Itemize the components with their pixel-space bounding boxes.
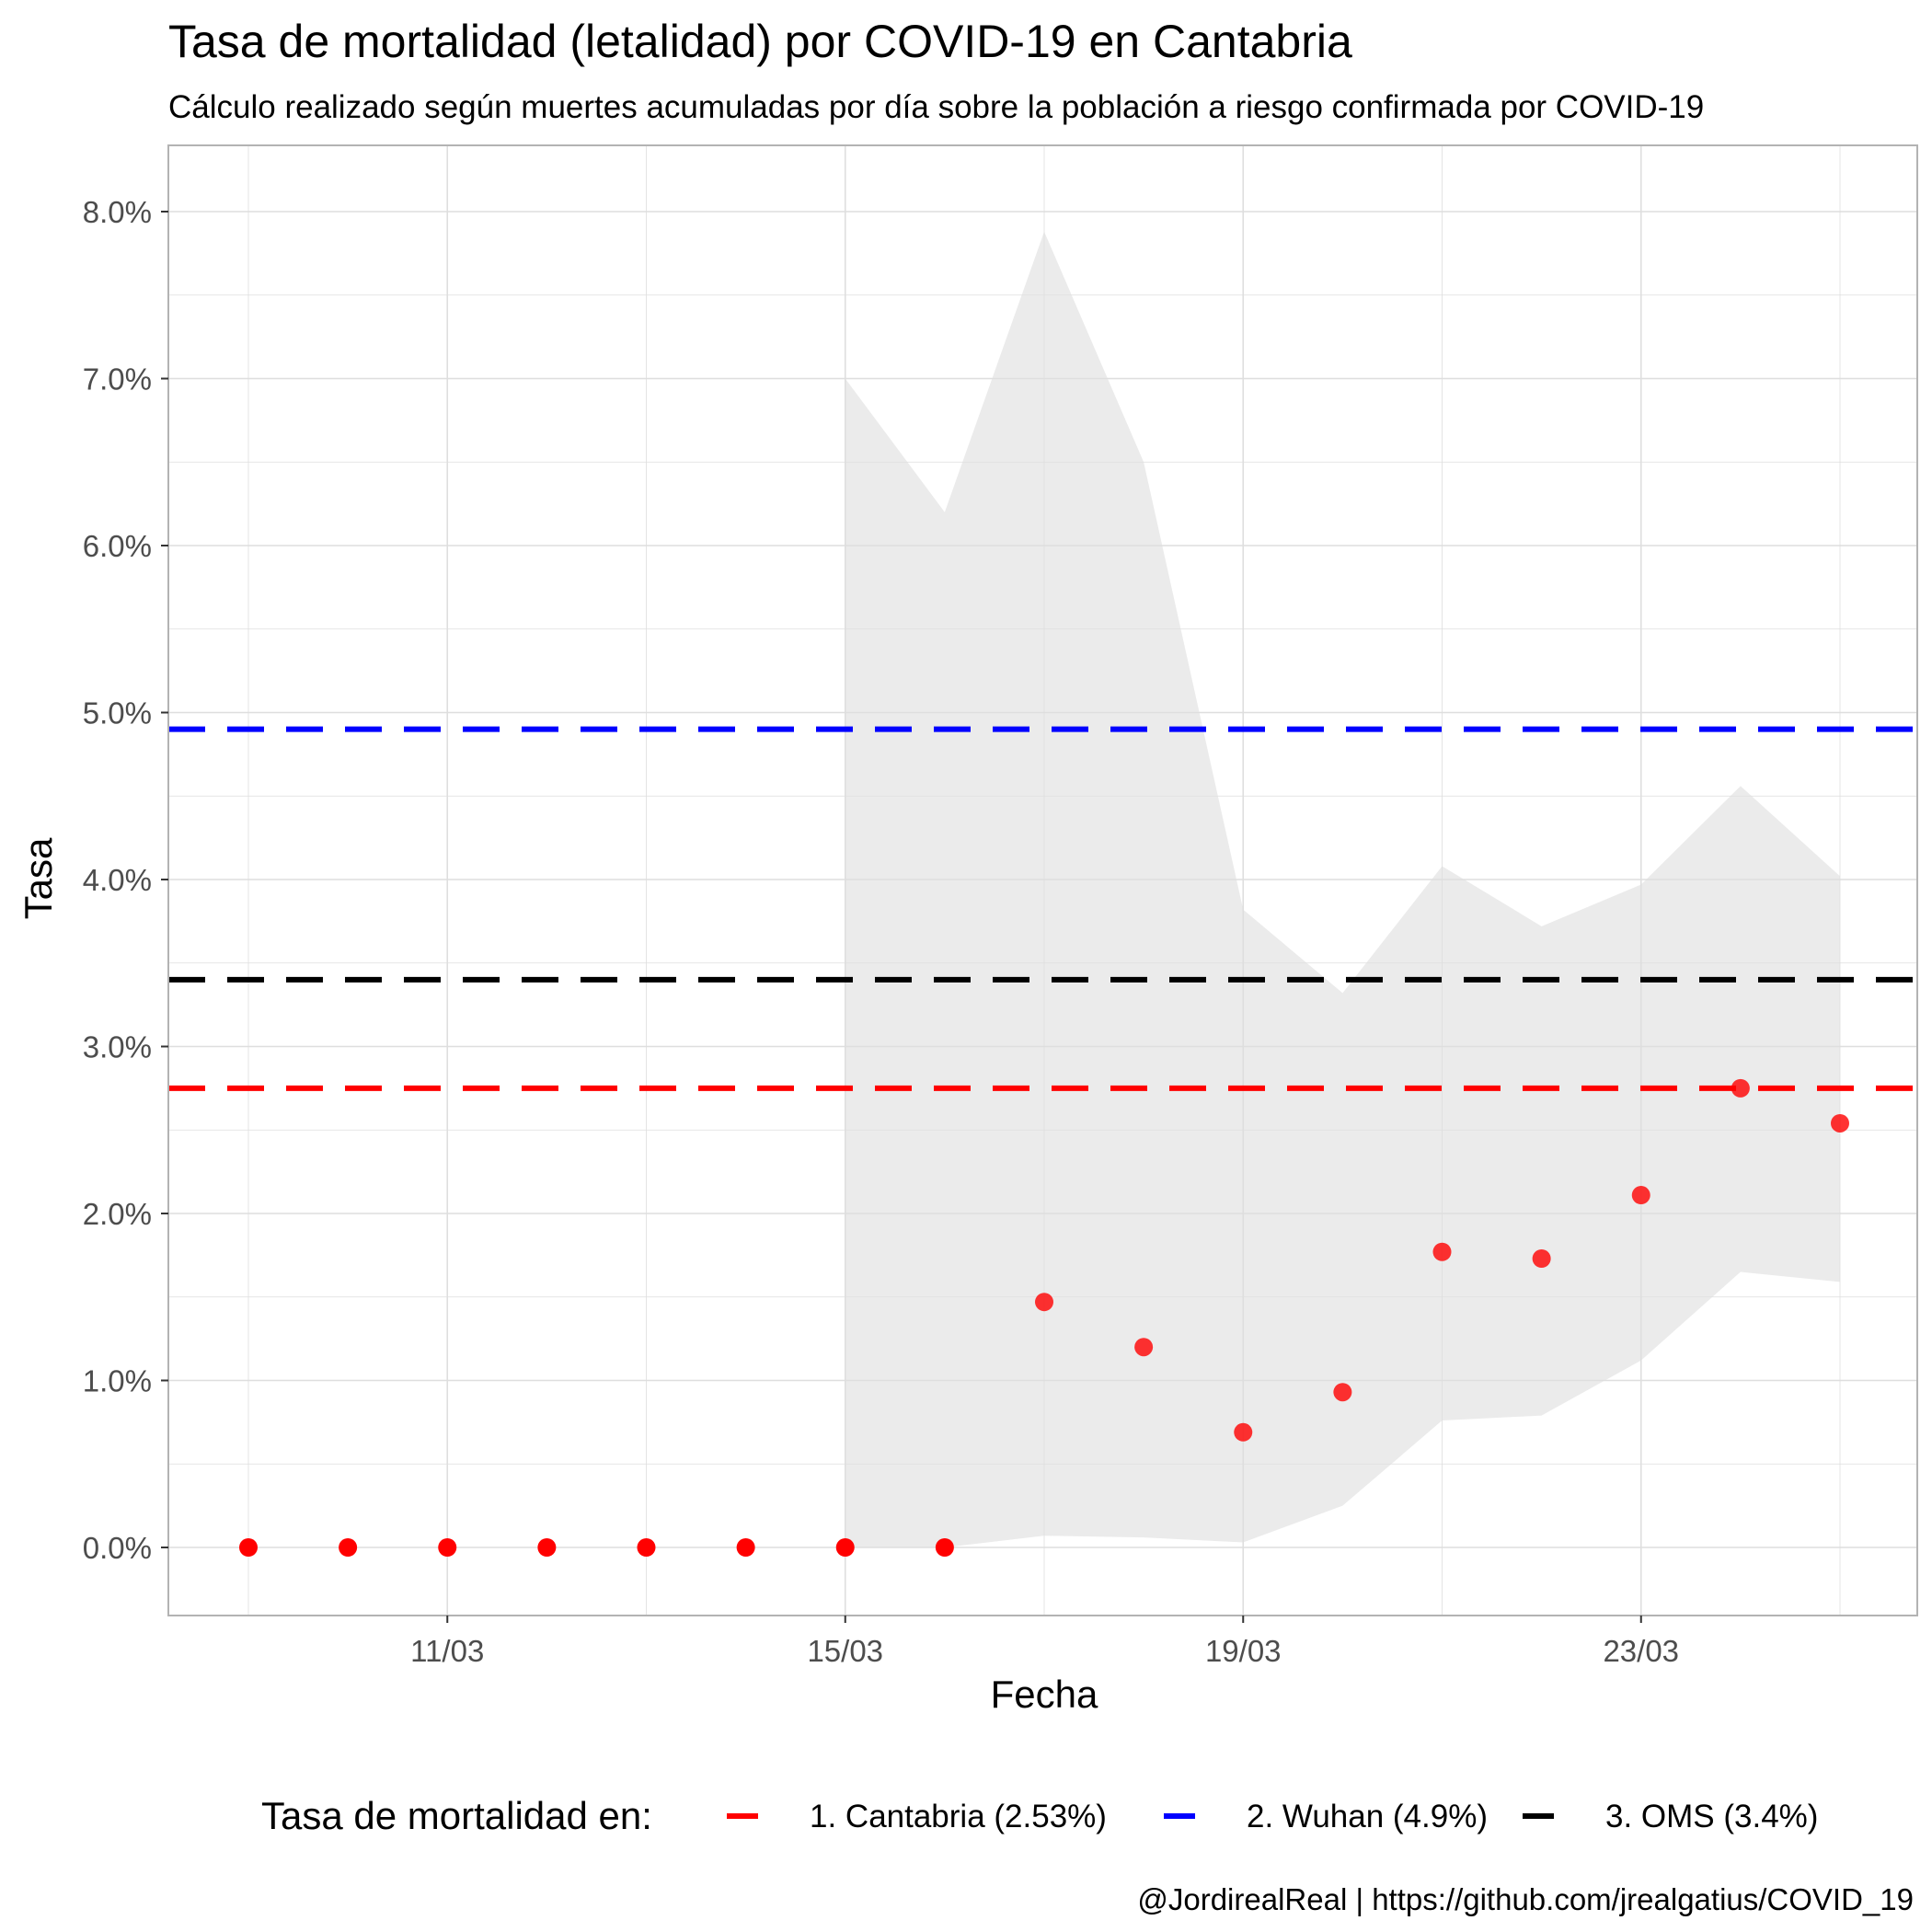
legend: Tasa de mortalidad en: 1. Cantabria (2.5… [261, 1794, 1818, 1837]
x-axis-title: Fecha [991, 1673, 1098, 1716]
x-tick-label: 15/03 [807, 1634, 883, 1668]
data-point [1532, 1249, 1551, 1269]
data-point [1333, 1383, 1352, 1402]
y-axis-title: Tasa [17, 837, 60, 919]
data-point [438, 1538, 457, 1557]
y-tick-label: 8.0% [83, 195, 152, 229]
data-point [736, 1538, 755, 1557]
chart-subtitle: Cálculo realizado según muertes acumulad… [168, 89, 1704, 125]
plot-area [167, 144, 1918, 1616]
data-point [835, 1538, 855, 1557]
y-tick-label: 3.0% [83, 1030, 152, 1064]
y-axis-ticks: 0.0% 1.0% 2.0% 3.0% 4.0% 5.0% 6.0% 7.0% 8.0% [83, 195, 168, 1565]
y-tick-label: 0.0% [83, 1531, 152, 1565]
chart-caption: @JordirealReal | https://github.com/jrea… [1137, 1882, 1914, 1916]
legend-items: 1. Cantabria (2.53%) 2. Wuhan (4.9%) 3. OM… [727, 1799, 1818, 1834]
data-point [339, 1538, 358, 1557]
y-tick-label: 2.0% [83, 1197, 152, 1231]
data-point [1035, 1293, 1053, 1312]
data-point [537, 1538, 557, 1557]
legend-title: Tasa de mortalidad en: [261, 1794, 652, 1837]
confidence-band [845, 231, 1840, 1547]
data-point [935, 1538, 954, 1557]
chart-title: Tasa de mortalidad (letalidad) por COVID… [168, 16, 1352, 67]
x-tick-label: 23/03 [1603, 1634, 1679, 1668]
confidence-band-layer [845, 231, 1840, 1547]
x-tick-label: 11/03 [410, 1634, 484, 1668]
legend-label: 3. OMS (3.4%) [1605, 1799, 1818, 1834]
data-point [239, 1538, 258, 1557]
data-point [637, 1538, 656, 1557]
y-tick-label: 6.0% [83, 529, 152, 563]
data-point [1831, 1113, 1849, 1133]
data-point [1234, 1422, 1253, 1442]
y-tick-label: 7.0% [83, 362, 152, 397]
legend-label: 2. Wuhan (4.9%) [1247, 1799, 1488, 1834]
legend-label: 1. Cantabria (2.53%) [810, 1799, 1107, 1834]
data-point [1432, 1242, 1452, 1261]
y-tick-label: 4.0% [83, 863, 152, 897]
data-point [1631, 1186, 1650, 1205]
y-tick-label: 5.0% [83, 696, 152, 730]
y-tick-label: 1.0% [83, 1364, 152, 1398]
points-layer [239, 1078, 1849, 1557]
x-tick-label: 19/03 [1205, 1634, 1282, 1668]
data-point [1134, 1338, 1154, 1357]
grid-layer [168, 145, 1917, 1616]
x-axis-ticks: 11/03 15/03 19/03 23/03 [410, 1616, 1679, 1668]
data-point [1731, 1078, 1750, 1098]
